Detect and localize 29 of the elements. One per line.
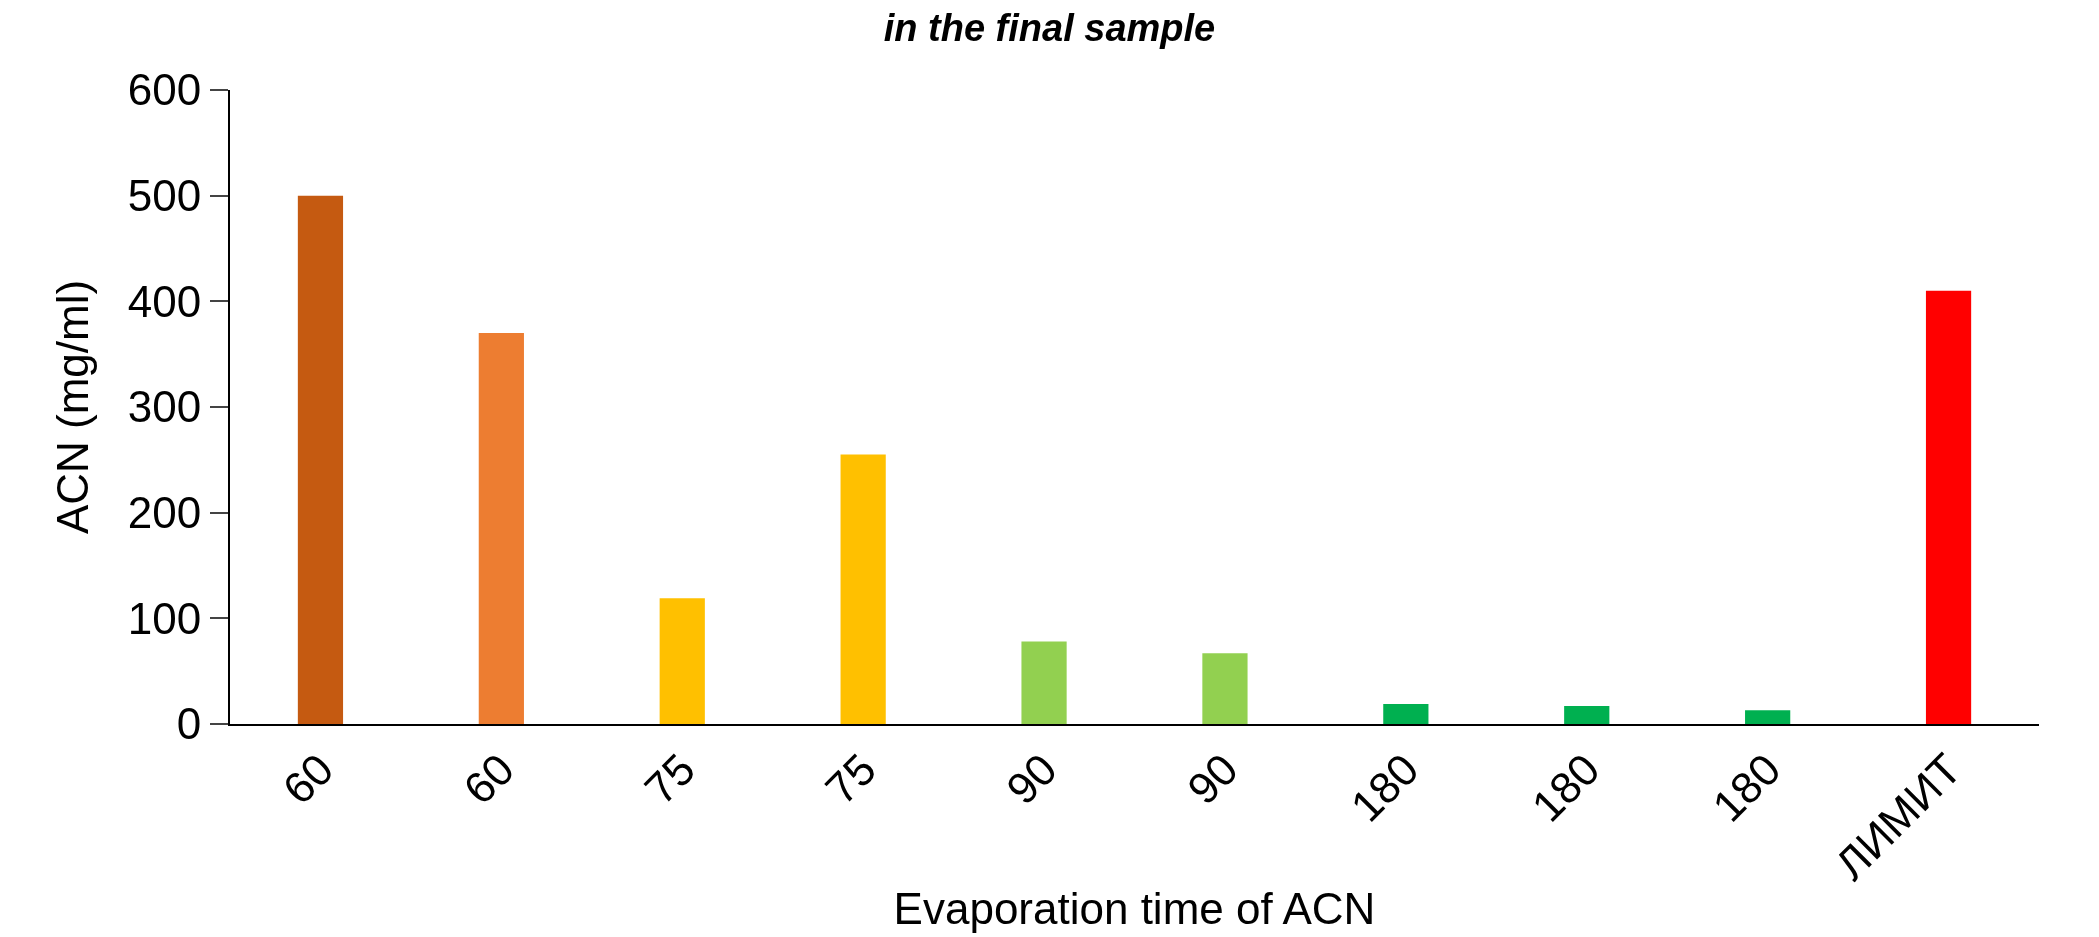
y-tick-label: 300 <box>127 382 202 432</box>
y-tick-label: 0 <box>176 699 202 749</box>
x-axis-title: Evaporation time of ACN <box>893 883 1376 933</box>
y-axis-title: ACN (mg/ml) <box>48 279 98 535</box>
bar <box>1745 710 1791 724</box>
chart-title: in the final sample <box>883 6 1216 49</box>
bar <box>1564 706 1610 724</box>
bar <box>840 454 886 724</box>
y-tick-label: 200 <box>127 488 202 538</box>
bar <box>1202 653 1248 724</box>
x-tick-label: 90 <box>996 744 1066 814</box>
bar <box>659 598 705 724</box>
bar <box>1021 641 1067 724</box>
x-tick-label: 60 <box>273 744 343 814</box>
bar <box>297 195 344 724</box>
y-tick-label: 100 <box>127 593 202 643</box>
bar <box>478 333 524 724</box>
y-tick-label: 500 <box>127 171 202 221</box>
x-tick-label: 180 <box>1522 744 1609 831</box>
x-tick-label: 90 <box>1177 744 1247 814</box>
y-tick-label: 400 <box>127 276 202 326</box>
x-tick-label: 75 <box>815 744 886 814</box>
x-tick-label: 75 <box>634 744 705 814</box>
x-tick-label: 180 <box>1341 744 1428 831</box>
x-tick-label: 180 <box>1703 744 1790 831</box>
x-tick-label: 60 <box>454 744 524 814</box>
bar <box>1925 290 1972 724</box>
y-tick-label: 600 <box>127 65 202 115</box>
bar <box>1383 703 1429 724</box>
